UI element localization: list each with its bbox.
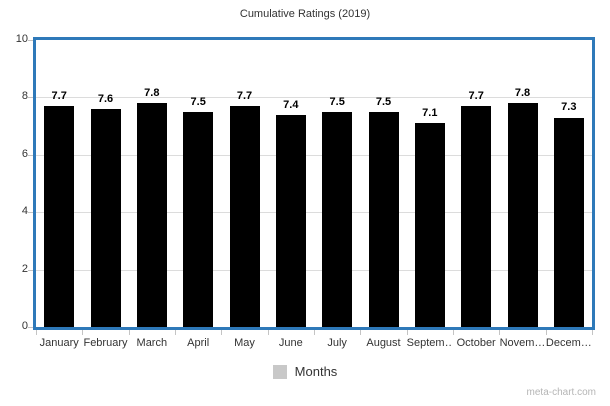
bar-september <box>414 123 445 327</box>
y-tick-label-6: 6 <box>21 147 28 160</box>
x-tick-mark-11 <box>545 330 547 335</box>
x-tick-mark-5 <box>267 330 269 335</box>
bar-value-august: 7.5 <box>375 95 392 108</box>
bar-february <box>90 108 121 327</box>
gridline-y-8 <box>36 97 592 99</box>
y-tick-label-2: 2 <box>21 262 28 275</box>
bar-value-november: 7.8 <box>514 87 531 100</box>
x-tick-label-march: March <box>136 337 168 349</box>
bar-value-january: 7.7 <box>51 90 67 102</box>
y-tick-label-8: 8 <box>21 90 28 103</box>
x-tick-mark-4 <box>221 330 223 335</box>
bar-may <box>229 106 260 327</box>
bar-value-october: 7.7 <box>468 90 484 102</box>
bar-october <box>461 106 492 327</box>
x-tick-mark-8 <box>406 330 408 335</box>
x-tick-mark-7 <box>360 330 362 335</box>
gridline-y-2 <box>36 269 592 271</box>
x-tick-label-february: February <box>83 337 128 349</box>
y-tick-mark-8 <box>28 97 33 99</box>
bar-january <box>44 106 75 327</box>
x-tick-mark-1 <box>82 330 84 335</box>
x-tick-label-july: July <box>327 337 347 349</box>
x-tick-mark-10 <box>499 330 501 335</box>
y-tick-label-0: 0 <box>21 320 28 332</box>
bar-value-april: 7.5 <box>190 95 206 108</box>
bar-august <box>368 111 399 327</box>
chart-title: Cumulative Ratings (2019) <box>239 8 371 20</box>
x-tick-mark-2 <box>128 330 130 335</box>
x-tick-label-september: Septem… <box>406 337 453 349</box>
bar-july <box>322 111 353 327</box>
x-tick-label-december: Decem… <box>545 337 592 349</box>
legend: Months <box>0 364 610 379</box>
x-tick-label-january: January <box>39 337 79 349</box>
bar-april <box>183 111 214 327</box>
legend-swatch-icon <box>272 364 287 379</box>
x-tick-mark-6 <box>314 330 315 335</box>
watermark: meta-chart.com <box>526 387 596 398</box>
bar-value-february: 7.6 <box>97 92 114 105</box>
legend-label: Months <box>294 364 338 379</box>
x-tick-label-may: May <box>234 337 255 349</box>
gridline-y-6 <box>36 154 592 156</box>
gridline-y-4 <box>36 212 592 214</box>
bar-december <box>553 117 584 327</box>
x-tick-label-november: Novem… <box>499 337 546 349</box>
x-tick-label-august: August <box>366 337 401 349</box>
x-tick-mark-9 <box>453 330 454 335</box>
bar-value-july: 7.5 <box>329 95 345 108</box>
bar-march <box>136 103 167 327</box>
plot-area: 7.7 7.6 7.8 7.5 7.7 7.4 7.5 7.5 7.1 7.7 7.8 7.3 <box>33 37 595 330</box>
y-tick-mark-2 <box>28 269 33 271</box>
bar-june <box>275 114 306 327</box>
bar-value-may: 7.7 <box>236 90 253 102</box>
x-tick-mark-3 <box>175 330 176 335</box>
x-tick-mark-12 <box>592 330 593 335</box>
y-tick-mark-0 <box>28 327 33 328</box>
bar-value-june: 7.4 <box>283 98 299 111</box>
y-tick-mark-4 <box>28 212 33 214</box>
bar-value-september: 7.1 <box>422 107 438 120</box>
bar-value-march: 7.8 <box>144 87 160 100</box>
y-tick-mark-6 <box>28 154 33 156</box>
y-tick-mark-10 <box>28 40 33 41</box>
x-tick-mark-0 <box>36 330 37 335</box>
bar-november <box>507 103 538 327</box>
y-tick-label-4: 4 <box>21 205 28 218</box>
y-tick-label-10: 10 <box>15 33 28 45</box>
x-tick-label-june: June <box>278 337 303 349</box>
bar-value-december: 7.3 <box>561 101 577 114</box>
x-tick-label-april: April <box>187 337 210 349</box>
x-tick-label-october: October <box>456 337 496 349</box>
